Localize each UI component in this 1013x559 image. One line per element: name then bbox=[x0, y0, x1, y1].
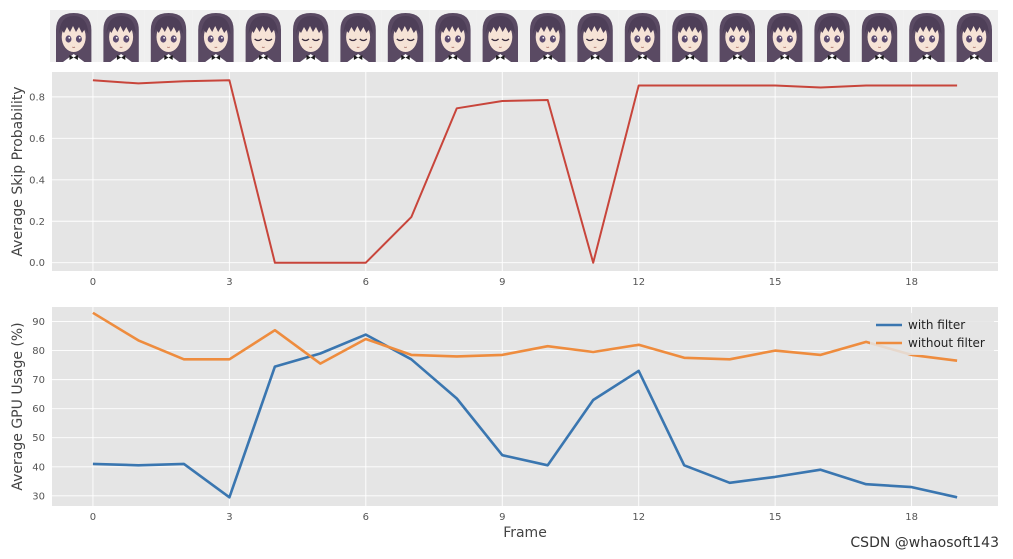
series-line bbox=[92, 333, 958, 499]
watermark: CSDN @whaosoft143 bbox=[850, 535, 999, 551]
y-tick-label: 0.4 bbox=[29, 175, 45, 186]
plot-area bbox=[52, 307, 998, 506]
y-tick-label: 80 bbox=[32, 346, 45, 357]
x-axis-label: Frame bbox=[503, 525, 547, 541]
x-tick-label: 3 bbox=[226, 277, 232, 288]
frame-thumbnail bbox=[666, 10, 714, 62]
frame-thumbnail bbox=[97, 10, 145, 62]
x-tick-label: 18 bbox=[905, 512, 918, 523]
x-tick-label: 0 bbox=[90, 512, 96, 523]
x-tick-label: 0 bbox=[90, 277, 96, 288]
x-tick-label: 12 bbox=[632, 512, 645, 523]
y-tick-label: 40 bbox=[32, 462, 45, 473]
x-tick-label: 6 bbox=[363, 277, 369, 288]
frame-thumbnail bbox=[50, 10, 98, 62]
frame-thumbnail bbox=[476, 10, 524, 62]
x-tick-label: 12 bbox=[632, 277, 645, 288]
y-tick-label: 90 bbox=[32, 317, 45, 328]
gpu-usage-panel: 0 3 6 9 12 15 18 30 40 50 60 70 80 90 Average GPU Usag… bbox=[10, 307, 998, 541]
frame-thumbnail bbox=[808, 10, 856, 62]
y-tick-label: 0.0 bbox=[29, 258, 45, 269]
y-tick-label: 70 bbox=[32, 375, 45, 386]
x-tick-label: 6 bbox=[363, 512, 369, 523]
y-axis-label: Average Skip Probability bbox=[10, 86, 26, 256]
frame-thumbnail bbox=[144, 10, 193, 62]
frame-thumbnail bbox=[334, 10, 382, 62]
frame-thumbnail bbox=[429, 10, 477, 62]
frame-thumbnail bbox=[855, 10, 904, 62]
legend-label: without filter bbox=[908, 336, 985, 350]
y-tick-label: 50 bbox=[32, 433, 45, 444]
x-tick-label: 15 bbox=[769, 277, 782, 288]
y-tick-label: 30 bbox=[32, 491, 45, 502]
y-tick-label: 0.2 bbox=[29, 217, 45, 228]
frame-thumbnail bbox=[192, 10, 240, 62]
series-line bbox=[92, 79, 958, 264]
x-tick-label: 15 bbox=[769, 512, 782, 523]
x-tick-label: 9 bbox=[499, 512, 505, 523]
legend-label: with filter bbox=[908, 318, 965, 332]
x-tick-label: 3 bbox=[226, 512, 232, 523]
x-tick-label: 18 bbox=[905, 277, 918, 288]
frame-thumbnail bbox=[524, 10, 572, 62]
frame-thumbnail bbox=[239, 10, 287, 62]
legend-box bbox=[870, 313, 994, 355]
frame-thumbnail bbox=[571, 10, 619, 62]
y-tick-label: 0.6 bbox=[29, 134, 45, 145]
frame-thumbnail bbox=[950, 10, 998, 62]
frame-thumbnail bbox=[287, 10, 335, 62]
frame-thumbnail bbox=[903, 10, 951, 62]
y-tick-label: 0.8 bbox=[29, 92, 45, 103]
y-tick-label: 60 bbox=[32, 404, 45, 415]
y-axis-label: Average GPU Usage (%) bbox=[10, 322, 26, 490]
frame-thumbnail bbox=[381, 10, 430, 62]
frame-thumbnail bbox=[761, 10, 809, 62]
series-line bbox=[92, 311, 958, 365]
frame-thumbnail bbox=[713, 10, 761, 62]
frame-thumbnail bbox=[618, 10, 667, 62]
plot-area bbox=[52, 72, 998, 271]
frame-thumbnail-strip bbox=[50, 10, 998, 62]
x-tick-label: 9 bbox=[499, 277, 505, 288]
